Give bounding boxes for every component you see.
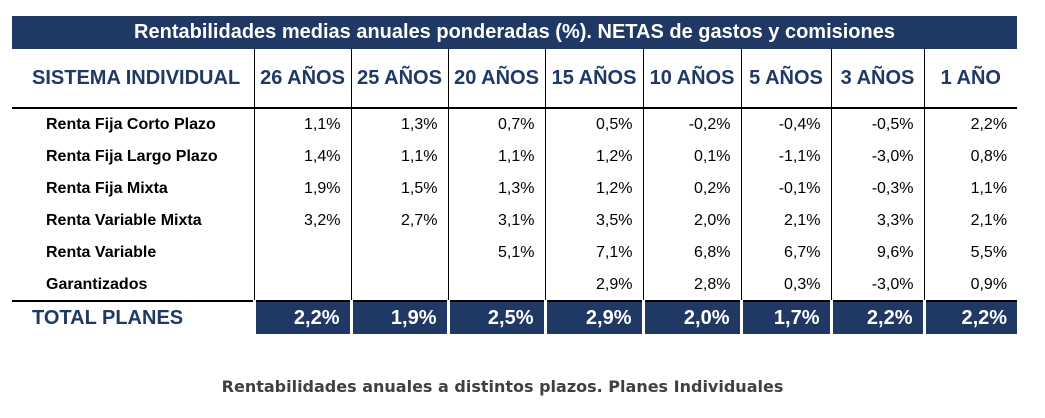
table-cell: 9,6% bbox=[830, 237, 924, 269]
table-cell: 1,1% bbox=[350, 141, 448, 173]
row-label: Renta Fija Corto Plazo bbox=[46, 116, 216, 133]
table-cell: 1,1% bbox=[923, 173, 1018, 205]
table-cell: -3,0% bbox=[830, 141, 924, 173]
table-cell: 1,4% bbox=[253, 141, 351, 173]
table-cell: -0,2% bbox=[642, 108, 741, 141]
table-cell: 1,3% bbox=[350, 108, 448, 141]
column-header: 20 AÑOS bbox=[447, 49, 545, 109]
table-cell: 6,8% bbox=[642, 237, 741, 269]
returns-table: Rentabilidades medias anuales ponderadas… bbox=[12, 16, 1018, 334]
table-cell: 2,8% bbox=[642, 269, 741, 301]
table-cell: 2,9% bbox=[544, 269, 643, 301]
row-header-label: SISTEMA INDIVIDUAL bbox=[12, 49, 254, 109]
total-label: TOTAL PLANES bbox=[12, 300, 254, 334]
table-cell bbox=[350, 269, 448, 301]
total-cell: 1,7% bbox=[739, 300, 831, 334]
table-cell: 7,1% bbox=[544, 237, 643, 269]
total-cell: 2,2% bbox=[829, 300, 924, 334]
table-cell: 6,7% bbox=[740, 237, 831, 269]
table-row: Renta Fija Corto Plazo 1,1% 1,3% 0,7% 0,… bbox=[12, 108, 1018, 141]
table-cell: 0,5% bbox=[544, 108, 643, 141]
table-cell: 1,5% bbox=[350, 173, 448, 205]
table-cell: 2,7% bbox=[350, 205, 448, 237]
table-cell: 0,1% bbox=[642, 141, 741, 173]
total-cell: 2,2% bbox=[922, 300, 1018, 334]
total-cell: 2,9% bbox=[543, 300, 643, 334]
column-header: 3 AÑOS bbox=[830, 49, 924, 109]
total-row: TOTAL PLANES 2,2% 1,9% 2,5% 2,9% 2,0% 1,… bbox=[12, 300, 1018, 334]
table-cell: 3,1% bbox=[447, 205, 545, 237]
row-label: Garantizados bbox=[46, 275, 148, 293]
table-cell: 3,2% bbox=[253, 205, 351, 237]
table-cell: -0,5% bbox=[830, 108, 924, 141]
table-cell: 3,5% bbox=[544, 205, 643, 237]
table-cell: 1,2% bbox=[544, 141, 643, 173]
table-cell: 2,2% bbox=[923, 108, 1018, 141]
table-title: Rentabilidades medias anuales ponderadas… bbox=[12, 16, 1018, 49]
row-label: Renta Fija Largo Plazo bbox=[46, 148, 218, 165]
table-cell: 0,8% bbox=[923, 141, 1018, 173]
table-cell: -0,1% bbox=[740, 173, 831, 205]
table-cell bbox=[253, 237, 351, 269]
table-header-row: SISTEMA INDIVIDUAL 26 AÑOS 25 AÑOS 20 AÑ… bbox=[12, 49, 1018, 109]
column-header: 25 AÑOS bbox=[350, 49, 448, 109]
table-caption: Rentabilidades anuales a distintos plazo… bbox=[221, 377, 784, 396]
table-cell: 2,1% bbox=[923, 205, 1018, 237]
column-header: 10 AÑOS bbox=[642, 49, 741, 109]
row-label: Renta Fija Mixta bbox=[46, 180, 168, 197]
table-row: Renta Fija Mixta 1,9% 1,5% 1,3% 1,2% 0,2… bbox=[12, 173, 1018, 205]
table-row: Renta Variable 5,1% 7,1% 6,8% 6,7% 9,6% … bbox=[12, 237, 1018, 269]
table-cell bbox=[447, 269, 545, 301]
total-cell: 2,5% bbox=[446, 300, 545, 334]
table-cell: 1,1% bbox=[447, 141, 545, 173]
table-cell: 1,1% bbox=[253, 108, 351, 141]
column-header: 15 AÑOS bbox=[544, 49, 643, 109]
table-cell: 2,1% bbox=[740, 205, 831, 237]
table-cell: 0,3% bbox=[740, 269, 831, 301]
table-cell: 0,7% bbox=[447, 108, 545, 141]
table-cell: 0,2% bbox=[642, 173, 741, 205]
table-row: Renta Fija Largo Plazo 1,4% 1,1% 1,1% 1,… bbox=[12, 141, 1018, 173]
table-cell: 1,2% bbox=[544, 173, 643, 205]
table-cell: 5,1% bbox=[447, 237, 545, 269]
total-cell: 2,2% bbox=[252, 300, 351, 334]
table-cell bbox=[253, 269, 351, 301]
table-cell: -1,1% bbox=[740, 141, 831, 173]
table-row: Renta Variable Mixta 3,2% 2,7% 3,1% 3,5%… bbox=[12, 205, 1018, 237]
table-cell: 1,3% bbox=[447, 173, 545, 205]
total-cell: 2,0% bbox=[641, 300, 741, 334]
row-label: Renta Variable Mixta bbox=[46, 212, 202, 229]
table-cell: -0,4% bbox=[740, 108, 831, 141]
table-cell: 0,9% bbox=[923, 269, 1018, 301]
row-label: Renta Variable bbox=[46, 244, 157, 261]
column-header: 5 AÑOS bbox=[740, 49, 831, 109]
table-cell bbox=[350, 237, 448, 269]
total-cell: 1,9% bbox=[349, 300, 448, 334]
returns-table-container: Rentabilidades medias anuales ponderadas… bbox=[12, 16, 1018, 334]
table-cell: -3,0% bbox=[830, 269, 924, 301]
column-header: 26 AÑOS bbox=[253, 49, 351, 109]
column-header: 1 AÑO bbox=[923, 49, 1018, 109]
table-banner-row: Rentabilidades medias anuales ponderadas… bbox=[12, 16, 1018, 49]
table-cell: 1,9% bbox=[253, 173, 351, 205]
table-cell: 5,5% bbox=[923, 237, 1018, 269]
table-cell: 2,0% bbox=[642, 205, 741, 237]
table-cell: 3,3% bbox=[830, 205, 924, 237]
table-cell: -0,3% bbox=[830, 173, 924, 205]
table-row: Garantizados 2,9% 2,8% 0,3% -3,0% 0,9% bbox=[12, 269, 1018, 301]
